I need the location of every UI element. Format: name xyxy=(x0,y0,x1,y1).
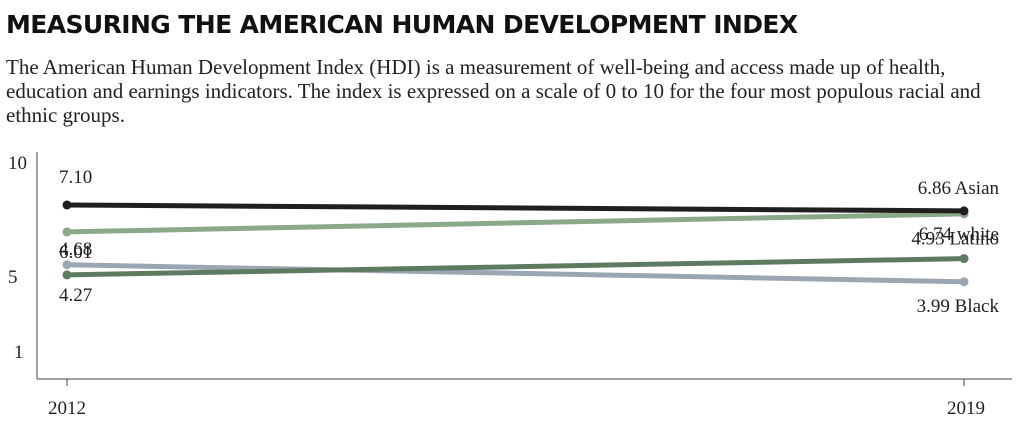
series-line-asian xyxy=(64,202,967,214)
start-label-latino: 4.27 xyxy=(59,285,92,306)
x-tick-label-2012: 2012 xyxy=(48,398,86,419)
end-label-latino: 4.93 Latino xyxy=(911,229,999,250)
data-point-asian-2019 xyxy=(959,206,969,216)
start-label-black: 4.68 xyxy=(59,239,92,260)
data-point-black-2012 xyxy=(62,260,72,270)
data-point-black-2019 xyxy=(959,277,969,287)
data-point-white-2012 xyxy=(62,227,72,237)
start-label-asian: 7.10 xyxy=(59,167,92,188)
start-label-white: 6.01 xyxy=(59,242,92,263)
series-line-white xyxy=(64,211,967,235)
data-point-asian-2012 xyxy=(62,200,72,210)
data-point-latino-2019 xyxy=(959,254,969,264)
series-layer: 6.01 6.74 white 7.10 6.86 Asian 4.68 3.99 Bla… xyxy=(59,167,999,317)
data-point-latino-2012 xyxy=(62,270,72,280)
y-tick-label-10: 10 xyxy=(8,153,27,174)
series-line-latino xyxy=(64,256,967,278)
end-label-black: 3.99 Black xyxy=(917,296,1000,317)
y-tick-label-1: 1 xyxy=(14,342,24,363)
chart-subtitle: The American Human Development Index (HD… xyxy=(6,55,981,127)
chart-title: MEASURING THE AMERICAN HUMAN DEVELOPMENT… xyxy=(6,10,798,39)
x-tick-label-2019: 2019 xyxy=(947,398,985,419)
series-line-black xyxy=(64,262,967,285)
end-label-white: 6.74 white xyxy=(919,224,999,245)
end-label-asian: 6.86 Asian xyxy=(918,178,1000,199)
y-tick-label-5: 5 xyxy=(8,267,18,288)
